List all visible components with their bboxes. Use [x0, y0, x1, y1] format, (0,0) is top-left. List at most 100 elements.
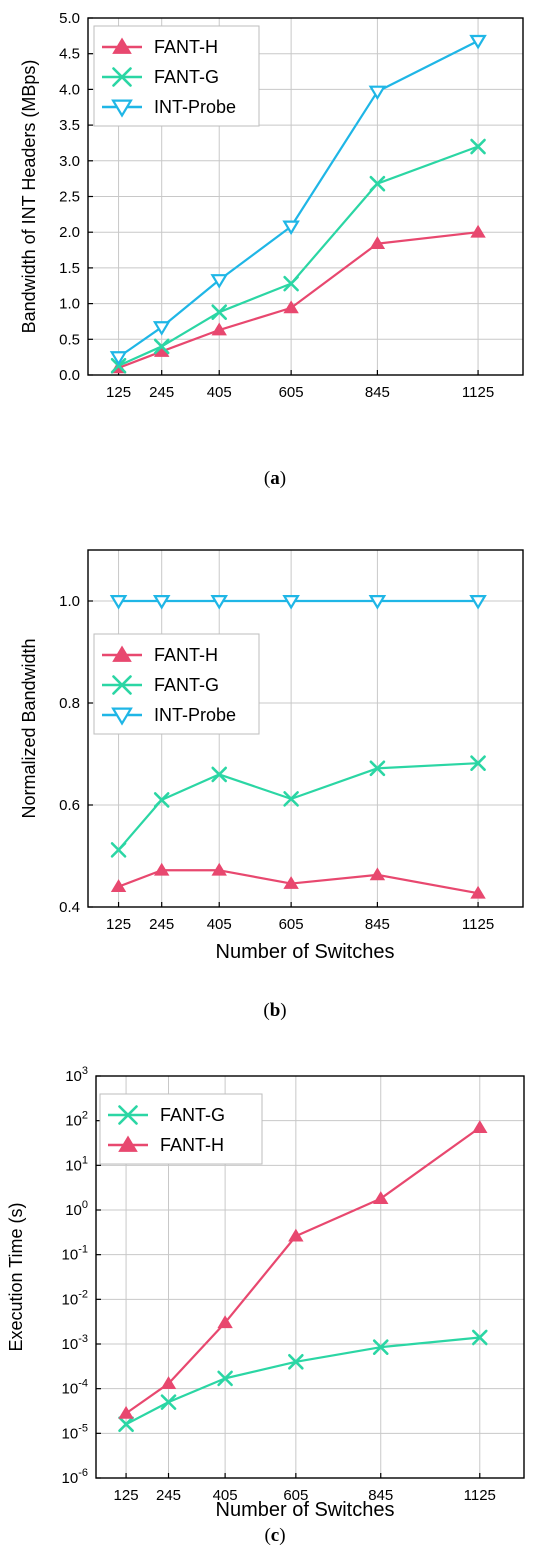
legend-label: FANT-H — [160, 1135, 224, 1155]
legend-marker — [112, 37, 132, 54]
data-point — [288, 1228, 304, 1242]
y-axis-ticks: 10-6 10-5 10-4 10-3 10-2 10-1 100 101 102 103 — [62, 1065, 101, 1487]
data-point — [470, 755, 486, 771]
y-tick-label: 10-2 — [62, 1288, 88, 1308]
series-line — [118, 869, 479, 895]
x-tick-label: 1125 — [464, 1487, 496, 1504]
data-point — [369, 867, 386, 881]
data-point — [210, 595, 228, 610]
y-axis-ticks: 0.0 0.5 1.0 1.5 2.0 2.5 3.0 3.5 4.0 4.5 5.0 — [59, 10, 93, 384]
legend-marker — [112, 645, 132, 662]
data-point — [469, 34, 487, 50]
chart-b: 0.4 0.6 0.8 1.0 125 245 405 605 845 1125 Number of… — [19, 549, 524, 963]
y-axis-label: Bandwidth of INT Headers (MBps) — [19, 60, 39, 334]
data-point — [372, 1339, 389, 1355]
y-tick-label: 100 — [65, 1199, 88, 1219]
data-point — [472, 1120, 488, 1133]
series-line — [117, 39, 479, 359]
plot-frame — [95, 1075, 525, 1479]
y-axis-label: Normalized Bandwidth — [19, 638, 39, 818]
legend-label: INT-Probe — [154, 705, 236, 725]
series-fant-h — [110, 862, 486, 899]
y-tick-label: 3.0 — [59, 153, 80, 170]
data-point — [153, 862, 170, 876]
chart-c: 10-6 10-5 10-4 10-3 10-2 10-1 100 101 102 103 125 2… — [6, 1065, 525, 1520]
legend-label: INT-Probe — [154, 97, 236, 117]
x-tick-label: 125 — [106, 384, 131, 400]
data-point — [373, 1191, 389, 1204]
data-point — [470, 885, 486, 899]
series-fant-h — [118, 1120, 488, 1419]
series-line — [125, 1126, 481, 1415]
x-tick-label: 245 — [156, 1487, 181, 1504]
series-line — [117, 762, 479, 851]
y-tick-label: 3.5 — [59, 117, 80, 134]
data-point — [160, 1394, 177, 1410]
y-tick-label: 0.5 — [59, 331, 80, 348]
data-point — [283, 275, 299, 292]
series-line — [118, 145, 479, 367]
x-tick-label: 845 — [365, 384, 390, 400]
legend: FANT-H FANT-G INT-Probe — [93, 25, 260, 127]
legend-marker — [111, 99, 133, 118]
data-point — [211, 322, 227, 336]
legend-marker — [112, 67, 132, 87]
data-point — [471, 1329, 488, 1346]
data-point — [217, 1315, 233, 1329]
data-point — [118, 1416, 134, 1433]
x-tick-label: 605 — [279, 384, 304, 400]
chart-a: 0.0 0.5 1.0 1.5 2.0 2.5 3.0 3.5 4.0 4.5 5.0 125 245 4… — [19, 10, 524, 400]
legend-label: FANT-H — [154, 37, 218, 57]
y-tick-label: 10-3 — [62, 1333, 88, 1353]
data-point — [109, 595, 128, 610]
legend-label: FANT-G — [154, 675, 219, 695]
x-tick-label: 845 — [368, 1487, 393, 1504]
x-axis-ticks: 125 245 405 605 845 1125 — [106, 902, 494, 933]
x-axis-label: Number of Switches — [216, 941, 395, 963]
data-point — [283, 876, 299, 889]
data-point — [211, 304, 228, 320]
data-point — [160, 1376, 177, 1389]
y-tick-label: 5.0 — [59, 10, 80, 27]
legend-label: FANT-H — [154, 645, 218, 665]
y-tick-label: 10-4 — [62, 1378, 88, 1398]
legend-marker — [118, 1135, 138, 1152]
plot-frame — [87, 549, 524, 908]
data-point — [211, 862, 227, 876]
series-line — [125, 1336, 480, 1426]
x-axis-label: Number of Switches — [216, 1499, 395, 1520]
x-tick-label: 405 — [213, 1487, 238, 1504]
series-line — [118, 231, 479, 369]
data-point — [470, 138, 486, 155]
y-tick-label: 1.0 — [59, 593, 80, 610]
caption-c: (c) — [264, 1525, 286, 1546]
y-tick-label: 0.0 — [59, 367, 80, 384]
y-tick-label: 4.5 — [59, 46, 80, 63]
y-tick-label: 103 — [65, 1065, 88, 1085]
x-tick-label: 1125 — [462, 384, 494, 400]
legend-marker — [111, 707, 133, 726]
legend-label: FANT-G — [154, 67, 219, 87]
data-point — [369, 236, 386, 249]
data-point — [369, 175, 386, 192]
x-tick-label: 125 — [106, 916, 131, 933]
data-point — [369, 760, 386, 777]
y-tick-label: 102 — [65, 1110, 88, 1130]
y-tick-label: 10-6 — [62, 1467, 88, 1487]
x-tick-label: 405 — [207, 384, 232, 400]
y-axis-label: Execution Time (s) — [6, 1202, 26, 1351]
data-point — [110, 879, 127, 892]
y-tick-label: 101 — [65, 1154, 88, 1174]
series-fant-g — [110, 138, 486, 374]
legend: FANT-H FANT-G INT-Probe — [93, 633, 260, 735]
legend-marker — [118, 1105, 138, 1125]
legend: FANT-G FANT-H — [99, 1093, 263, 1165]
data-point — [470, 224, 486, 238]
x-tick-label: 605 — [279, 916, 304, 933]
y-tick-label: 1.5 — [59, 260, 80, 277]
data-point — [110, 842, 127, 858]
y-tick-label: 2.5 — [59, 189, 80, 206]
y-tick-label: 2.0 — [59, 224, 80, 241]
data-point — [288, 1353, 304, 1370]
y-axis-ticks: 0.4 0.6 0.8 1.0 — [59, 593, 93, 916]
